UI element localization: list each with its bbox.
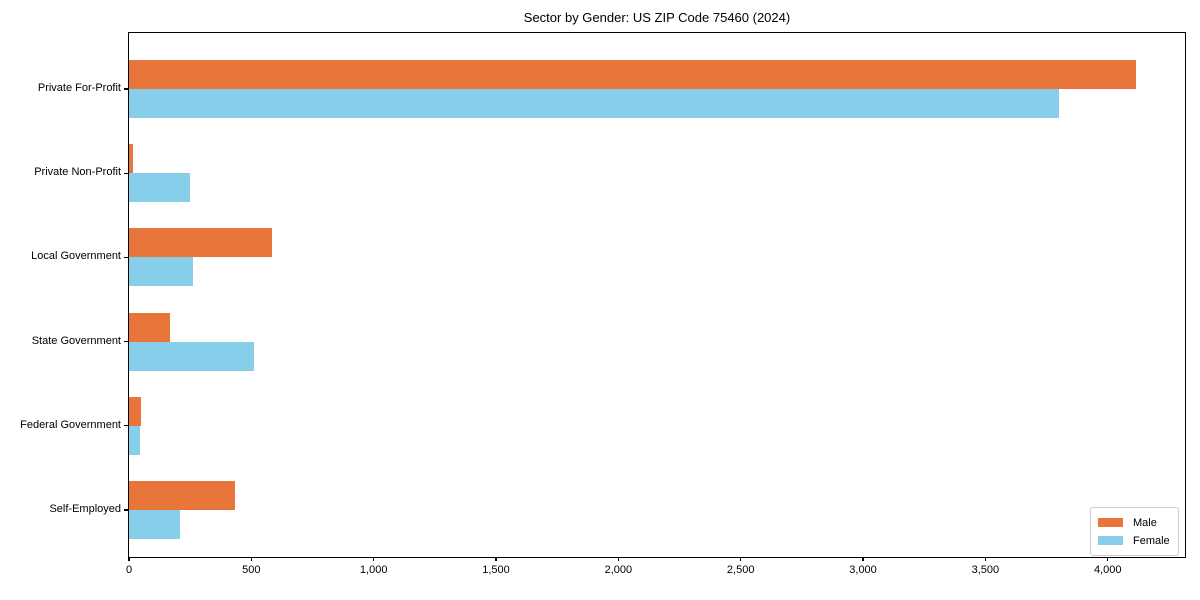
legend-label-male: Male	[1133, 516, 1157, 529]
x-tick	[373, 557, 375, 561]
x-tick-label: 3,500	[971, 564, 1000, 576]
legend: Male Female	[1090, 507, 1179, 556]
legend-swatch-female	[1098, 536, 1123, 545]
x-tick	[128, 557, 130, 561]
y-category-label-self-employed: Self-Employed	[49, 503, 121, 515]
bar-male-federal-government	[129, 396, 142, 426]
bar-male-self-employed	[129, 481, 236, 510]
bar-male-local-government	[129, 228, 273, 258]
bar-female-self-employed	[129, 510, 181, 539]
x-tick-label: 2,500	[726, 564, 755, 576]
bar-female-private-for-profit	[129, 89, 1059, 118]
y-tick	[124, 88, 128, 90]
y-category-label-private-for-profit: Private For-Profit	[37, 82, 121, 94]
bar-female-local-government	[129, 257, 194, 287]
bar-male-state-government	[129, 312, 171, 342]
legend-swatch-male	[1098, 518, 1123, 527]
legend-label-female: Female	[1133, 534, 1170, 547]
bar-female-state-government	[129, 341, 254, 371]
x-tick	[617, 557, 619, 561]
legend-item-female: Female	[1098, 535, 1171, 547]
x-tick-label: 500	[242, 564, 261, 576]
y-tick	[124, 341, 128, 343]
x-tick	[740, 557, 742, 561]
y-tick	[124, 256, 128, 258]
x-tick-label: 2,000	[604, 564, 633, 576]
y-tick	[124, 509, 128, 511]
y-tick	[124, 425, 128, 427]
x-tick-label: 3,000	[849, 564, 877, 576]
plot-area: 0 500 1,000 1,500 2,000 2,500 3,000 3,500 4,000	[124, 32, 1186, 576]
y-category-label-federal-government: Federal Government	[20, 418, 121, 431]
x-tick-label: 4,000	[1093, 564, 1122, 576]
bar-female-private-non-profit	[129, 173, 191, 203]
x-tick	[862, 557, 864, 561]
bar-female-federal-government	[129, 425, 140, 455]
y-tick	[124, 172, 128, 174]
x-tick	[250, 557, 252, 561]
x-tick-label: 0	[125, 564, 133, 576]
legend-item-male: Male	[1098, 517, 1171, 529]
x-tick	[984, 557, 986, 561]
x-tick	[495, 557, 497, 561]
y-category-label-private-non-profit: Private Non-Profit	[34, 166, 121, 179]
x-tick-label: 1,500	[482, 564, 510, 576]
bar-male-private-for-profit	[129, 60, 1136, 89]
bar-male-private-non-profit	[129, 144, 133, 174]
y-category-label-state-government: State Government	[31, 334, 121, 347]
x-tick	[1107, 557, 1109, 561]
chart-title: Sector by Gender: US ZIP Code 75460 (202…	[523, 10, 791, 25]
y-category-label-local-government: Local Government	[31, 250, 121, 263]
x-tick-label: 1,000	[359, 564, 388, 576]
